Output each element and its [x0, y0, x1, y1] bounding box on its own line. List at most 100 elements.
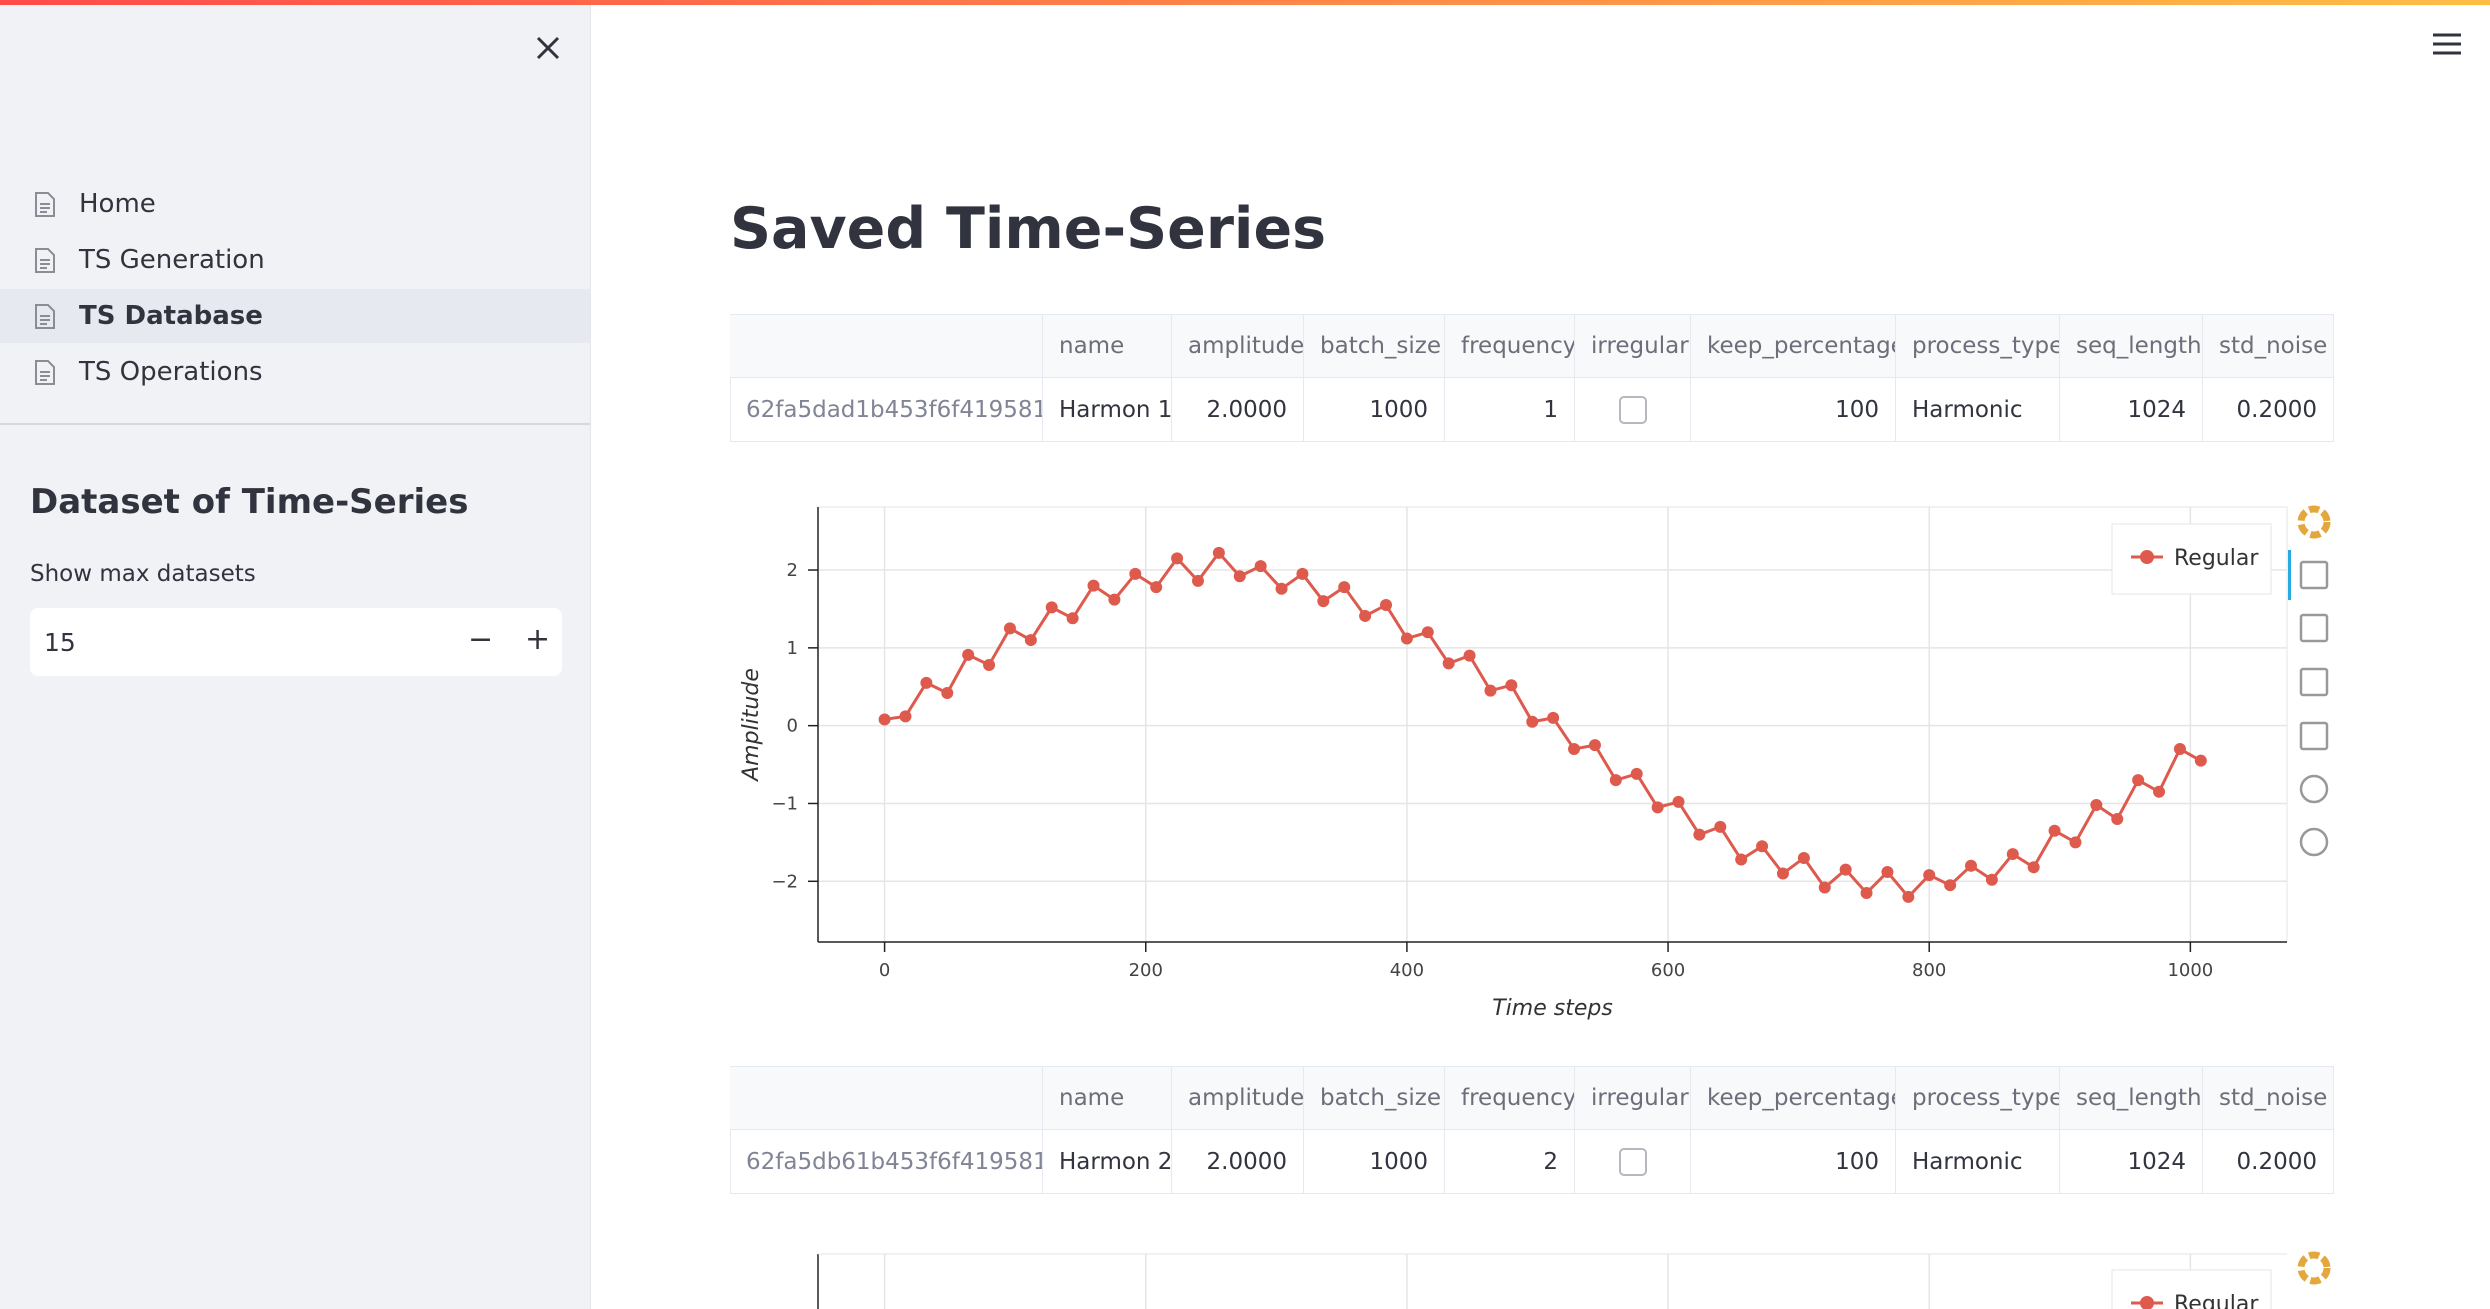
number-input[interactable]: 15 − +: [30, 608, 562, 676]
data-point: [1045, 601, 1058, 614]
header-cell: batch_size: [1304, 315, 1445, 378]
data-point: [2132, 774, 2145, 787]
data-point: [1442, 657, 1455, 670]
y-tick-label: 0: [787, 716, 798, 737]
table-cell: 0.2000: [2203, 378, 2334, 442]
table-cell: 1: [1445, 378, 1575, 442]
input-label: Show max datasets: [30, 561, 256, 587]
header-cell: process_type: [1896, 1067, 2060, 1130]
legend-box: [2111, 523, 2272, 595]
data-point: [1087, 579, 1100, 592]
table-cell: 1000: [1304, 378, 1445, 442]
help-tool[interactable]: [2299, 827, 2329, 857]
data-point: [1359, 609, 1372, 622]
data-point: [1839, 863, 1852, 876]
header-cell: name: [1043, 1067, 1172, 1130]
nav-item[interactable]: TS Generation: [0, 233, 590, 287]
legend: Regular: [2111, 523, 2272, 595]
data-point: [1003, 622, 1016, 635]
data-point: [1630, 767, 1643, 780]
header-cell: process_type: [1896, 315, 2060, 378]
data-point: [1588, 739, 1601, 752]
data-point: [2153, 785, 2166, 798]
table-cell: 100: [1691, 378, 1896, 442]
data-point: [1317, 595, 1330, 608]
legend-label: Regular: [2174, 546, 2259, 571]
increment-button[interactable]: +: [525, 622, 551, 657]
series-line: [884, 550, 2202, 900]
plot-outline: [817, 506, 2288, 943]
bokeh-logo: [2297, 505, 2331, 539]
table-cell: 2.0000: [1172, 1130, 1304, 1194]
save-tool[interactable]: [2299, 721, 2329, 751]
data-point: [2090, 799, 2103, 812]
legend: Regular: [2111, 1269, 2272, 1309]
data-point: [983, 658, 996, 671]
page-icon: [35, 304, 55, 329]
legend-marker: [2140, 1296, 2154, 1309]
data-point: [1881, 865, 1894, 878]
pan-tool[interactable]: [2299, 560, 2329, 590]
decrement-button[interactable]: −: [468, 622, 494, 657]
header-cell: frequency: [1445, 1067, 1575, 1130]
data-point: [1400, 632, 1413, 645]
data-point: [1484, 684, 1497, 697]
data-point: [1505, 679, 1518, 692]
checkbox: [1618, 1147, 1647, 1176]
nav-label: Home: [79, 189, 156, 219]
data-point: [2111, 813, 2124, 826]
data-point: [1421, 626, 1434, 639]
nav-item[interactable]: Home: [0, 177, 590, 231]
plot-toolbar: [2288, 505, 2331, 857]
table-cell: Harmon 1: [1043, 378, 1172, 442]
data-table: 62fa5dad1b453f6f41958195nameHarmon 1ampl…: [730, 314, 2334, 442]
data-point: [1254, 560, 1267, 573]
x-tick-label: 0: [879, 960, 890, 981]
table-cell: 1000: [1304, 1130, 1445, 1194]
legend-label: Regular: [2174, 1292, 2259, 1309]
data-point: [1463, 649, 1476, 662]
menu-button[interactable]: [2432, 32, 2462, 56]
x-tick-label: 800: [1912, 960, 1946, 981]
data-point: [1129, 567, 1142, 580]
data-point: [2194, 754, 2207, 767]
legend-box: [2111, 1269, 2272, 1309]
x-tick-label: 400: [1390, 960, 1424, 981]
page-icon: [35, 192, 55, 217]
data-point: [1923, 869, 1936, 882]
reset-tool[interactable]: [2299, 774, 2329, 804]
nav-item[interactable]: TS Operations: [0, 345, 590, 399]
data-point: [962, 648, 975, 661]
header-cell: batch_size: [1304, 1067, 1445, 1130]
close-button[interactable]: [535, 35, 561, 61]
data-point: [1860, 886, 1873, 899]
checkbox-cell: [1575, 378, 1691, 442]
data-point: [2048, 824, 2061, 837]
data-point: [1108, 593, 1121, 606]
plot-toolbar: [2297, 1251, 2331, 1285]
y-tick-label: 2: [787, 560, 798, 581]
header-cell: [730, 1067, 1043, 1130]
data-point: [1672, 795, 1685, 808]
zoom-tool[interactable]: [2299, 613, 2329, 643]
header-cell: seq_length: [2060, 315, 2203, 378]
page-icon: [35, 248, 55, 273]
data-point: [1756, 840, 1769, 853]
data-point: [1150, 581, 1163, 594]
data-point: [941, 686, 954, 699]
data-point: [1191, 574, 1204, 587]
input-value: 15: [44, 628, 76, 657]
data-point: [920, 676, 933, 689]
wheel-zoom-tool[interactable]: [2299, 667, 2329, 697]
nav-label: TS Generation: [79, 245, 265, 275]
header-cell: name: [1043, 315, 1172, 378]
data-point: [1693, 828, 1706, 841]
x-tick-label: 1000: [2167, 960, 2213, 981]
header-cell: seq_length: [2060, 1067, 2203, 1130]
data-point: [1714, 820, 1727, 833]
nav-item[interactable]: TS Database: [0, 289, 590, 343]
table-cell: 2: [1445, 1130, 1575, 1194]
data-point: [1024, 634, 1037, 647]
x-axis-label: Time steps: [1492, 996, 1613, 1021]
